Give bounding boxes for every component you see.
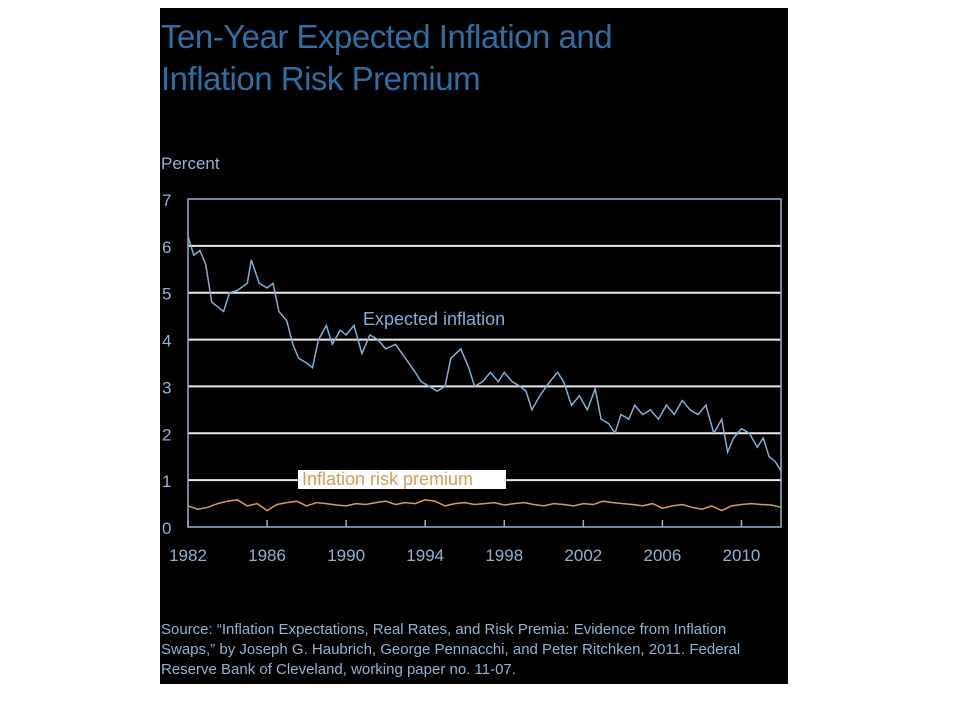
y-tick-label: 6 xyxy=(162,238,171,257)
x-tick-label: 1998 xyxy=(485,546,523,565)
expected-inflation-label: Expected inflation xyxy=(363,309,505,329)
x-tick-label: 2010 xyxy=(723,546,761,565)
plot-border xyxy=(187,198,782,528)
source-note: Source: “Inflation Expectations, Real Ra… xyxy=(161,621,741,678)
x-tick-label: 1986 xyxy=(248,546,286,565)
risk-premium-label: Inflation risk premium xyxy=(302,469,473,489)
y-tick-label: 1 xyxy=(162,472,171,491)
series-line-expected-inflation xyxy=(187,236,782,472)
x-tick-label: 1994 xyxy=(406,546,444,565)
x-tick-label: 2002 xyxy=(564,546,602,565)
y-axis-label: Percent xyxy=(161,154,220,173)
x-tick-label: 1990 xyxy=(327,546,365,565)
y-tick-label: 0 xyxy=(162,519,171,538)
title-line-1: Ten-Year Expected Inflation and xyxy=(161,18,613,55)
y-tick-label: 7 xyxy=(162,191,171,210)
series-line-inflation-risk-premium xyxy=(187,499,782,512)
y-tick-label: 3 xyxy=(162,378,171,397)
y-tick-label: 2 xyxy=(162,425,171,444)
x-tick-label: 1982 xyxy=(169,546,207,565)
chart-title: Ten-Year Expected Inflation and Inflatio… xyxy=(161,16,613,100)
risk-premium-label-background xyxy=(298,470,506,489)
title-line-2: Inflation Risk Premium xyxy=(161,60,481,97)
y-tick-label: 4 xyxy=(162,332,171,351)
chart-panel xyxy=(160,8,788,684)
x-tick-label: 2006 xyxy=(643,546,681,565)
y-tick-label: 5 xyxy=(162,285,171,304)
